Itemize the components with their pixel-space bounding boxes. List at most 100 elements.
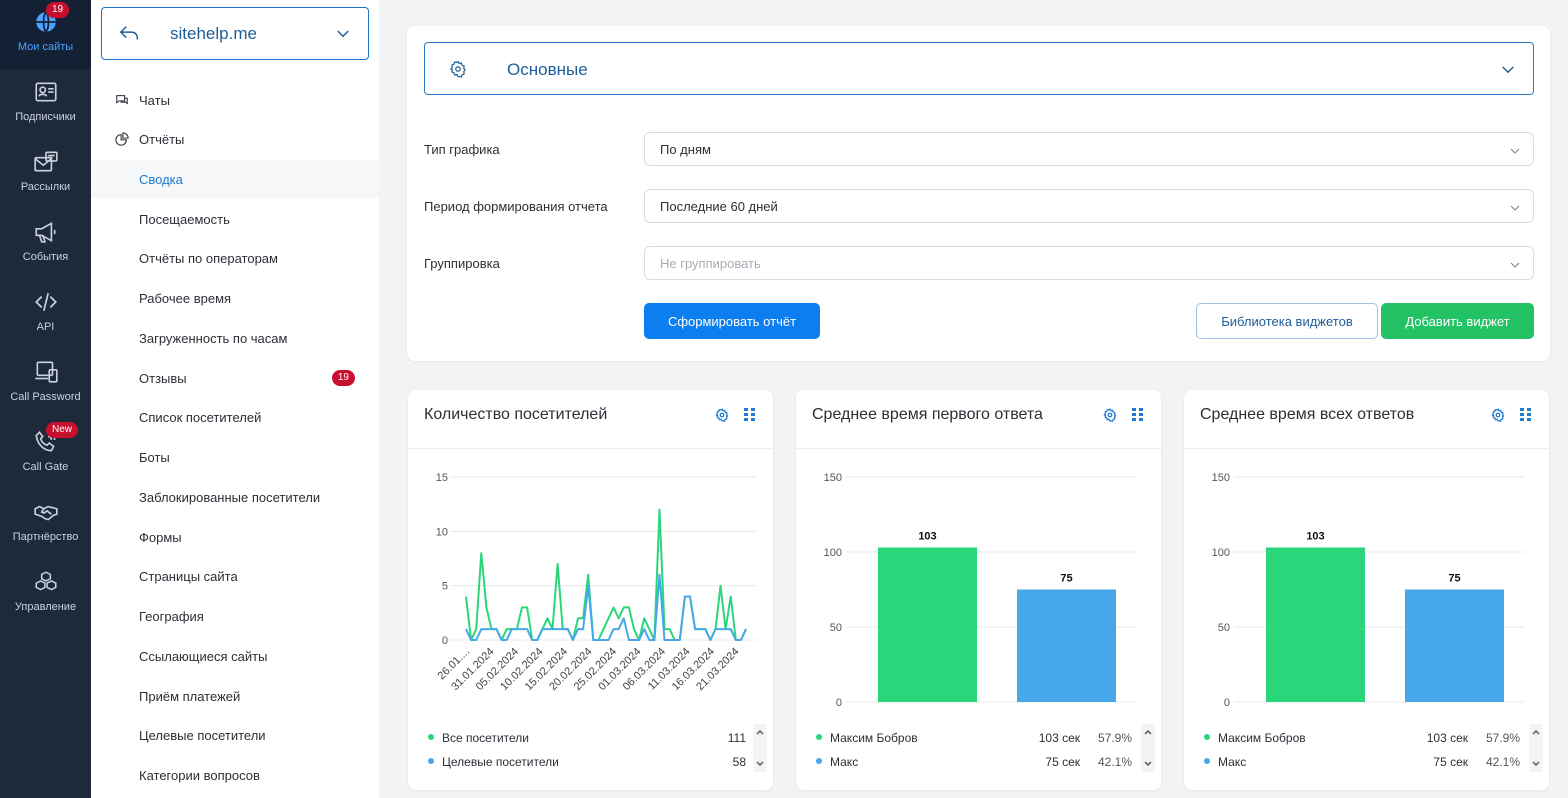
sidebar-item-referring-sites[interactable]: Ссылающиеся сайты [91, 637, 379, 675]
chevron-down-icon [1510, 148, 1520, 154]
chevron-down-icon[interactable] [755, 759, 765, 769]
chevron-down-icon[interactable] [1531, 759, 1541, 769]
rail-item-partnership[interactable]: Партнёрство [0, 490, 91, 560]
rail-item-my-sites[interactable]: Мои сайты 19 [0, 0, 91, 70]
sidebar-item-blocked-visitors[interactable]: Заблокированные посетители [91, 478, 379, 516]
cubes-icon [34, 571, 57, 591]
chevron-up-icon[interactable] [1143, 727, 1153, 737]
drag-grid-icon[interactable] [1132, 408, 1144, 422]
legend-item-operator-2[interactable]: Макс 75 сек 42.1% [812, 752, 1142, 772]
gear-icon[interactable] [715, 408, 729, 422]
widget-first-response-time: Среднее время первого ответа 0 50 100 150 10… [796, 390, 1161, 790]
legend-dot [816, 734, 822, 740]
rail-item-mailings[interactable]: Рассылки [0, 140, 91, 210]
widget-divider [408, 448, 773, 449]
period-select[interactable]: Последние 60 дней [644, 189, 1534, 223]
legend-percent: 42.1% [1485, 755, 1520, 769]
sidebar-item-reviews[interactable]: Отзывы 19 [91, 359, 379, 397]
y-tick-label: 5 [442, 581, 448, 593]
chevron-down-icon[interactable] [1143, 759, 1153, 769]
legend-time: 75 сек [1045, 755, 1080, 769]
widget-title: Среднее время первого ответа [812, 406, 1043, 423]
sidebar-item-summary[interactable]: Сводка [91, 160, 379, 198]
sidebar-item-label: Отзывы [139, 370, 187, 386]
add-widget-button[interactable]: Добавить виджет [1381, 303, 1534, 339]
legend-scrollbar[interactable] [1141, 724, 1155, 772]
widget-library-button[interactable]: Библиотека виджетов [1196, 303, 1378, 339]
drag-grid-icon[interactable] [744, 408, 756, 422]
sidebar-item-site-pages[interactable]: Страницы сайта [91, 557, 379, 595]
all-responses-bar-chart: 0 50 100 150 103 75 [1212, 472, 1524, 709]
bar-value-label: 75 [1060, 573, 1072, 585]
drag-grid-icon[interactable] [1520, 408, 1532, 422]
legend-item-all-visitors[interactable]: Все посетители 111 [424, 728, 754, 748]
sidebar-item-operator-reports[interactable]: Отчёты по операторам [91, 239, 379, 277]
legend-scrollbar[interactable] [753, 724, 767, 772]
sidebar-item-hourly-load[interactable]: Загруженность по часам [91, 319, 379, 357]
rail-label: Мои сайты [17, 41, 74, 53]
bar-value-label: 103 [1306, 531, 1324, 543]
rail-item-call-gate[interactable]: Call Gate New [0, 420, 91, 490]
rail-label: Рассылки [20, 181, 71, 193]
rail-item-api[interactable]: API [0, 280, 91, 350]
sidebar-item-forms[interactable]: Формы [91, 518, 379, 556]
rail-label: API [36, 321, 55, 333]
legend-name: Все посетители [442, 731, 529, 745]
sidebar-item-chats[interactable]: Чаты [91, 81, 379, 119]
y-tick-label: 150 [824, 472, 842, 484]
legend-item-operator-1[interactable]: Максим Бобров 103 сек 57.9% [812, 728, 1142, 748]
sidebar-item-payments[interactable]: Приём платежей [91, 677, 379, 715]
grouping-select[interactable]: Не группировать [644, 246, 1534, 280]
legend-scrollbar[interactable] [1529, 724, 1543, 772]
chevron-up-icon[interactable] [1531, 727, 1541, 737]
chart-type-select[interactable]: По дням [644, 132, 1534, 166]
sidebar-item-attendance[interactable]: Посещаемость [91, 200, 379, 238]
grouping-label: Группировка [424, 256, 500, 271]
sidebar-item-work-time[interactable]: Рабочее время [91, 279, 379, 317]
bar-2 [1017, 589, 1116, 702]
rail-label: Подписчики [15, 111, 76, 123]
sidebar-item-target-visitors[interactable]: Целевые посетители [91, 716, 379, 754]
chevron-down-icon [1510, 205, 1520, 211]
sidebar-item-label: География [139, 608, 204, 624]
rail-label: Call Gate [22, 461, 69, 473]
gear-icon[interactable] [1103, 408, 1117, 422]
legend-item-target-visitors[interactable]: Целевые посетители 58 [424, 752, 754, 772]
sidebar-item-question-categories[interactable]: Категории вопросов [91, 756, 379, 794]
sidebar-item-reports[interactable]: Отчёты [91, 120, 379, 158]
series-line-1 [465, 508, 747, 641]
legend-value: 58 [732, 755, 746, 769]
legend-time: 103 сек [1426, 731, 1468, 745]
back-arrow-icon [119, 26, 138, 40]
chevron-up-icon[interactable] [755, 727, 765, 737]
rail-item-events[interactable]: События [0, 210, 91, 280]
sidebar-item-bots[interactable]: Боты [91, 438, 379, 476]
site-name: sitehelp.me [170, 24, 257, 43]
contact-card-icon [34, 82, 57, 102]
mail-icon [33, 151, 58, 172]
chevron-down-icon [337, 30, 349, 38]
gear-icon[interactable] [1491, 408, 1505, 422]
legend-item-operator-2[interactable]: Макс 75 сек 42.1% [1200, 752, 1530, 772]
legend-dot [1204, 758, 1210, 764]
generate-report-button[interactable]: Сформировать отчёт [644, 303, 820, 339]
rail-item-call-password[interactable]: Call Password [0, 350, 91, 420]
rail-item-subscribers[interactable]: Подписчики [0, 70, 91, 140]
sidebar-item-label: Формы [139, 529, 182, 545]
first-response-bar-chart: 0 50 100 150 103 75 [824, 472, 1136, 709]
rail-item-management[interactable]: Управление [0, 560, 91, 630]
sidebar-item-geography[interactable]: География [91, 597, 379, 635]
widget-title: Среднее время всех ответов [1200, 406, 1415, 423]
accordion-main-settings[interactable]: Основные [424, 42, 1534, 95]
sidebar-item-label: Рабочее время [139, 290, 232, 306]
y-tick-label: 10 [436, 526, 448, 538]
gear-icon [449, 60, 467, 78]
sidebar-item-label: Посещаемость [139, 211, 230, 227]
site-selector[interactable]: sitehelp.me [101, 7, 369, 60]
sidebar-item-visitor-list[interactable]: Список посетителей [91, 398, 379, 436]
legend-item-operator-1[interactable]: Максим Бобров 103 сек 57.9% [1200, 728, 1530, 748]
sidebar-item-label: Приём платежей [139, 688, 241, 704]
y-tick-label: 0 [1224, 697, 1230, 709]
widget-all-responses-time: Среднее время всех ответов 0 50 100 150 103 7… [1184, 390, 1549, 790]
chat-icon [116, 95, 128, 105]
